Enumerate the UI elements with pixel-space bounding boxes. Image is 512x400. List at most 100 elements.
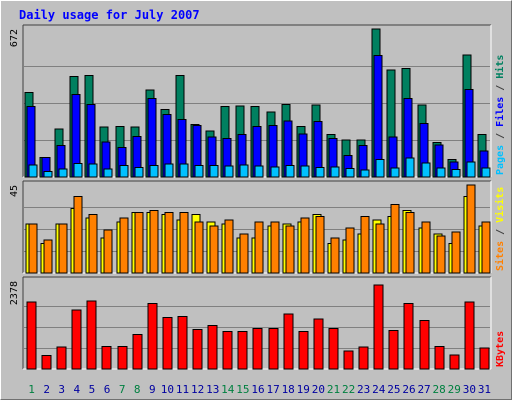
x-tick-label: 5 — [89, 383, 96, 396]
x-tick-label: 27 — [417, 383, 430, 396]
legend-entry: Pages — [495, 145, 506, 175]
x-tick-label: 9 — [149, 383, 156, 396]
kbytes-bar — [479, 347, 490, 370]
sites-bar — [300, 217, 310, 274]
pages-bar — [194, 165, 204, 178]
pages-bar — [164, 163, 174, 178]
legend-top: Pages / Files / Hits — [494, 55, 506, 175]
sites-bar — [164, 211, 174, 274]
x-tick-label: 23 — [357, 383, 370, 396]
x-tick-label: 4 — [74, 383, 81, 396]
x-tick-label: 25 — [387, 383, 400, 396]
kbytes-bar — [117, 345, 128, 370]
sites-bar — [224, 219, 234, 274]
sites-bar — [179, 211, 189, 274]
x-tick-label: 14 — [221, 383, 235, 396]
pages-bar — [254, 165, 264, 178]
kbytes-bar — [252, 327, 263, 370]
x-tick-label: 20 — [312, 383, 325, 396]
sites-bar — [194, 221, 204, 274]
pages-bar — [451, 168, 461, 178]
kbytes-bar — [343, 350, 354, 370]
x-tick-label: 3 — [58, 383, 65, 396]
sites-bar — [28, 223, 38, 274]
pages-bar — [315, 166, 325, 178]
pages-bar — [360, 169, 370, 178]
x-tick-label: 31 — [478, 383, 491, 396]
pages-bar — [28, 164, 38, 178]
pages-bar — [270, 166, 280, 178]
legend-entry: / — [495, 223, 506, 241]
pages-bar — [58, 168, 68, 178]
kbytes-bar — [147, 303, 158, 370]
kbytes-bar — [434, 345, 445, 370]
pages-bar — [285, 165, 295, 178]
sites-bar — [330, 237, 340, 274]
kbytes-bar — [373, 284, 384, 370]
pages-bar — [345, 168, 355, 178]
pages-bar — [134, 166, 144, 178]
pages-bar — [88, 163, 98, 178]
pages-bar — [209, 165, 219, 178]
x-tick-label: 22 — [342, 383, 355, 396]
y-axis-max-label: 2378 — [9, 281, 20, 305]
pages-bar — [300, 165, 310, 178]
legend-entry: KBytes — [495, 331, 506, 367]
pages-bar — [224, 165, 234, 178]
sites-bar — [149, 209, 159, 274]
sites-bar — [405, 211, 415, 274]
kbytes-bar — [283, 313, 294, 370]
sites-bar — [119, 217, 129, 274]
kbytes-bar — [132, 334, 143, 370]
legend-entry: Sites — [494, 241, 506, 271]
kbytes-bar — [41, 354, 52, 370]
sites-bar — [209, 225, 219, 274]
legend-bottom: KBytes — [495, 331, 506, 367]
sites-bar — [421, 221, 431, 274]
x-tick-label: 30 — [463, 383, 476, 396]
sites-bar — [315, 215, 325, 274]
y-axis-max-label: 672 — [9, 29, 20, 47]
sites-bar — [103, 229, 113, 274]
sites-bar — [481, 221, 491, 274]
x-tick-label: 24 — [372, 383, 386, 396]
pages-bar — [405, 157, 415, 178]
legend-entry: / — [495, 79, 506, 97]
kbytes-bar — [358, 346, 369, 370]
x-tick-label: 15 — [236, 383, 249, 396]
x-tick-label: 17 — [266, 383, 279, 396]
sites-bar — [451, 231, 461, 274]
kbytes-bar — [449, 354, 460, 370]
kbytes-bar — [71, 309, 82, 370]
kbytes-bar — [26, 301, 37, 370]
files-bar — [373, 55, 383, 178]
pages-bar — [43, 170, 53, 178]
x-tick-label: 21 — [327, 383, 340, 396]
pages-bar — [239, 164, 249, 178]
kbytes-bar — [298, 330, 309, 370]
pages-bar — [481, 167, 491, 178]
x-tick-label: 10 — [161, 383, 174, 396]
sites-bar — [134, 211, 144, 274]
pages-bar — [119, 164, 129, 178]
x-tick-label: 19 — [297, 383, 310, 396]
x-tick-label: 2 — [43, 383, 50, 396]
sites-bar — [375, 223, 385, 274]
kbytes-bar — [328, 328, 339, 370]
kbytes-bar — [268, 327, 279, 370]
chart-title: Daily usage for July 2007 — [19, 8, 200, 22]
x-tick-label: 29 — [448, 383, 461, 396]
legend-entry: Visits — [494, 187, 506, 223]
kbytes-bar — [388, 330, 399, 370]
kbytes-bar — [237, 330, 248, 370]
kbytes-bar — [313, 318, 324, 370]
x-tick-label: 12 — [191, 383, 204, 396]
x-tick-label: 6 — [104, 383, 111, 396]
kbytes-bar — [177, 316, 188, 370]
sites-bar — [360, 215, 370, 274]
kbytes-bar — [56, 346, 67, 370]
legend-entry: / — [495, 127, 506, 145]
sites-bar — [239, 233, 249, 274]
pages-bar — [390, 167, 400, 178]
